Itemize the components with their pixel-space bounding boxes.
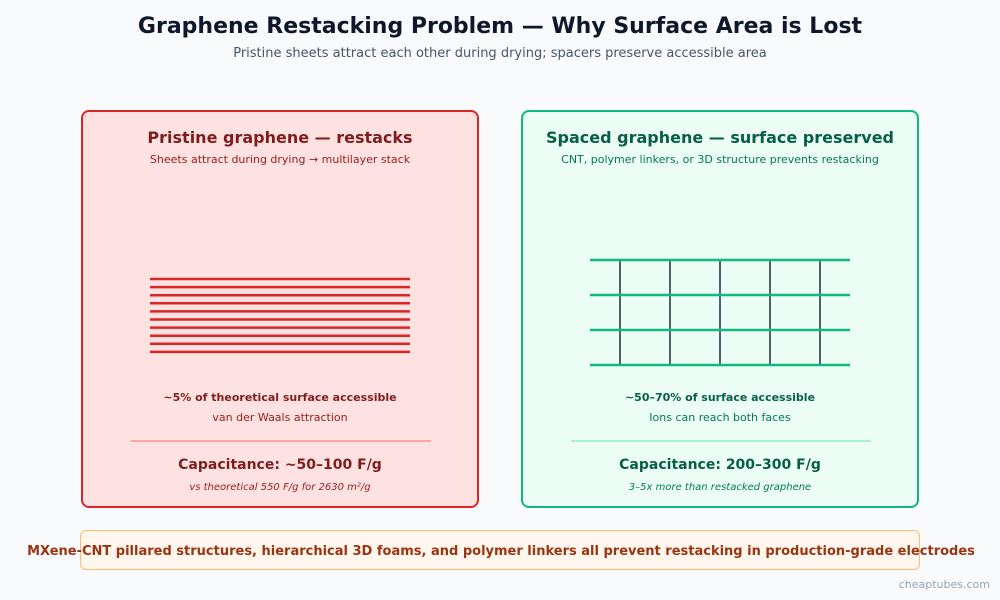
pristine-surface-stat: ~5% of theoretical surface accessible (163, 391, 397, 404)
pristine-capacitance: Capacitance: ~50–100 F/g (178, 457, 382, 473)
source-watermark: cheaptubes.com (898, 578, 990, 591)
spaced-surface-stat: ~50–70% of surface accessible (624, 391, 816, 404)
summary-banner: MXene-CNT pillared structures, hierarchi… (27, 530, 975, 570)
summary-banner-text: MXene-CNT pillared structures, hierarchi… (27, 544, 975, 559)
restacked-graphene-stack (150, 277, 410, 354)
spaced-panel-title: Spaced graphene — surface preserved (545, 128, 894, 147)
page-subtitle: Pristine sheets attract each other durin… (233, 46, 767, 61)
spaced-divider (571, 440, 871, 442)
spaced-capacitance-note: 3–5x more than restacked graphene (628, 482, 812, 493)
pristine-divider (131, 440, 431, 442)
pristine-capacitance-note: vs theoretical 550 F/g for 2630 m²/g (189, 482, 371, 493)
spaced-surface-stat-detail: Ions can reach both faces (649, 411, 791, 424)
spaced-panel-subtitle: CNT, polymer linkers, or 3D structure pr… (561, 153, 879, 166)
pristine-panel-subtitle: Sheets attract during drying → multilaye… (149, 153, 411, 166)
spaced-graphene-structure (590, 258, 850, 367)
page-title: Graphene Restacking Problem — Why Surfac… (137, 14, 863, 39)
pristine-surface-stat-detail: van der Waals attraction (212, 411, 348, 424)
pristine-panel-title: Pristine graphene — restacks (147, 128, 413, 147)
pristine-graphene-panel: Pristine graphene — restacks Sheets attr… (81, 110, 479, 508)
spaced-capacitance: Capacitance: 200–300 F/g (619, 457, 821, 473)
